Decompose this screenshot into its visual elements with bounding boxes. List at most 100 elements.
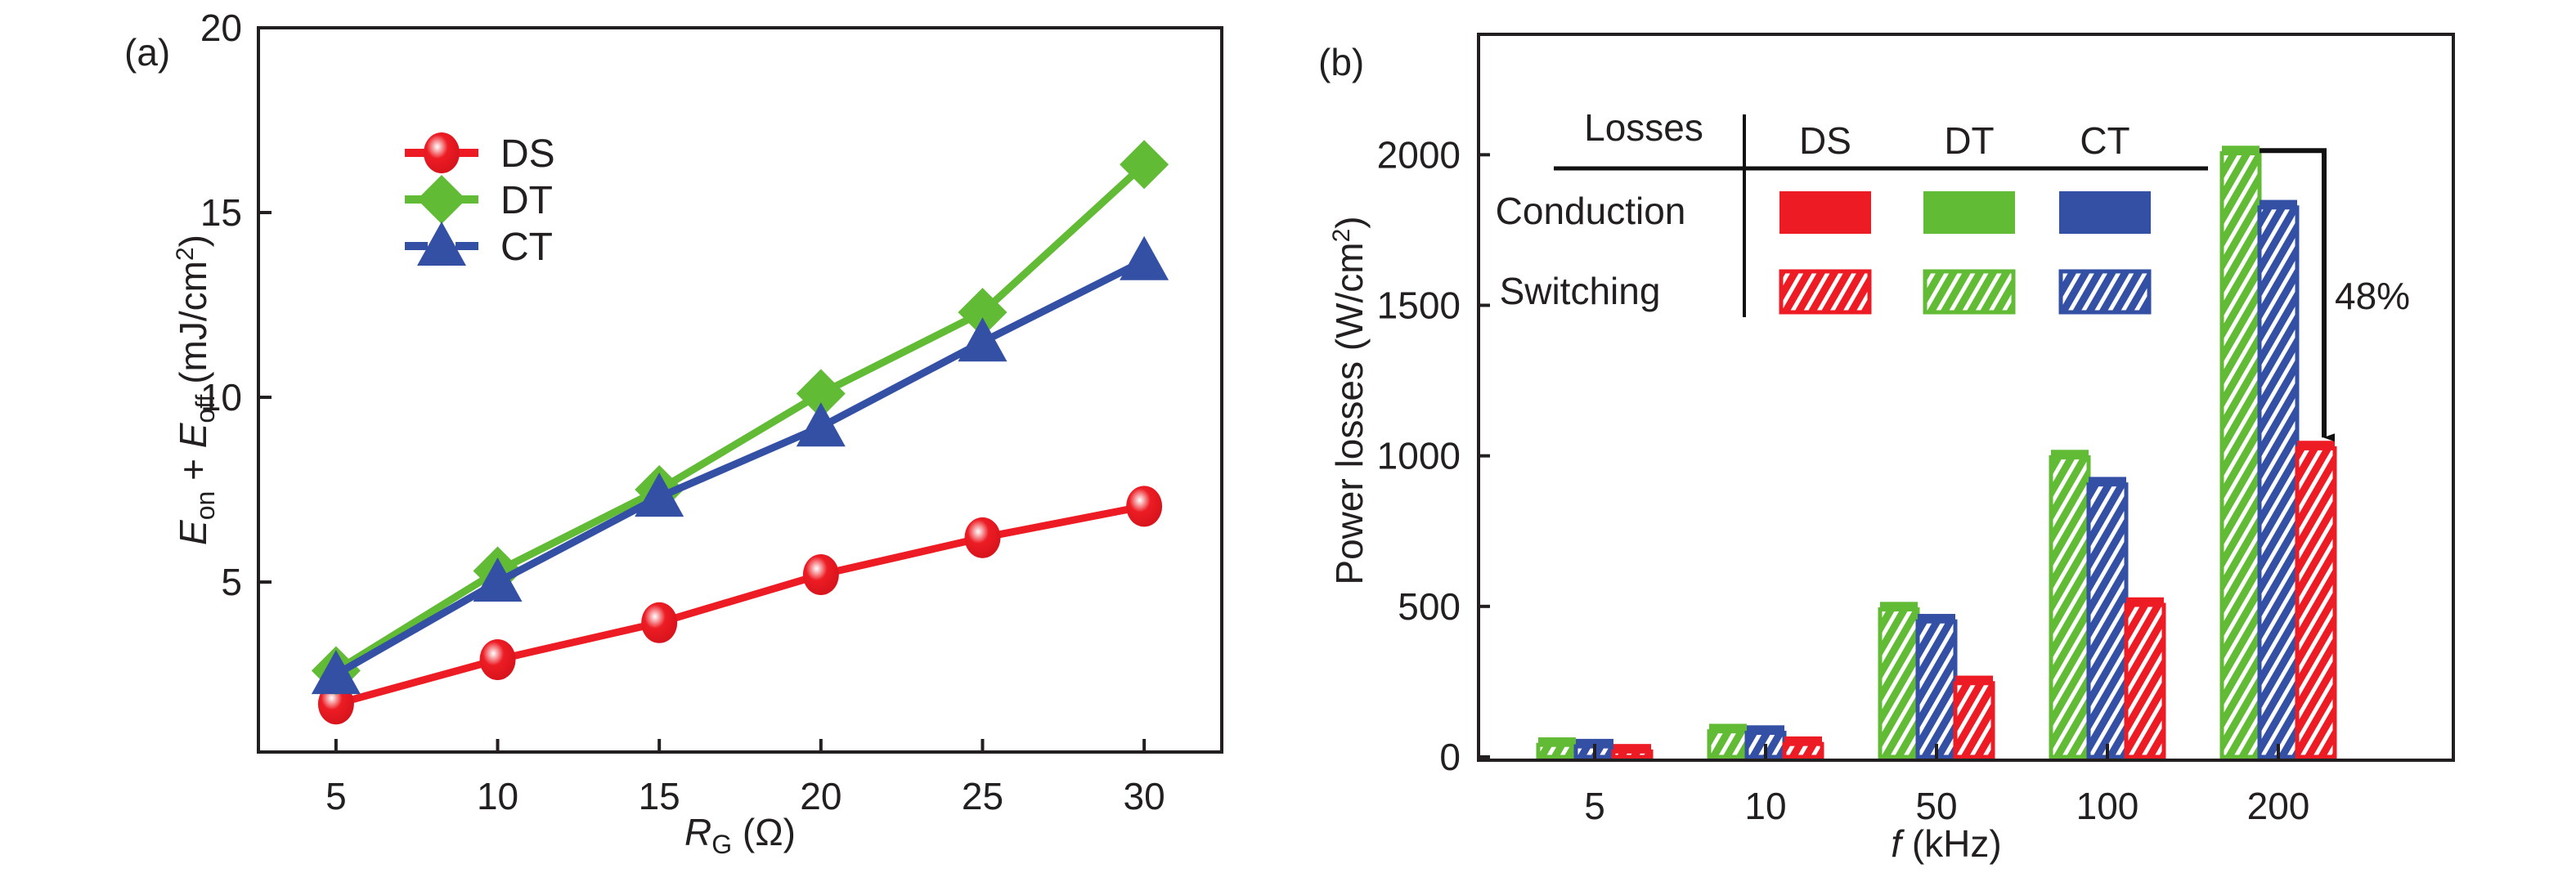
bar-group-50khz <box>1878 602 1995 759</box>
data-point-ds <box>641 602 678 643</box>
y-tick-label: 1500 <box>1377 284 1461 327</box>
x-tick-label: 100 <box>2076 785 2139 827</box>
bar-switching-dt <box>2219 150 2262 759</box>
bar-conduction-dt <box>2222 146 2260 154</box>
series-line-ct <box>334 257 1147 678</box>
ylabel-e-off: E <box>172 422 214 448</box>
data-point-ds <box>479 638 516 680</box>
data-point-dt <box>796 369 846 419</box>
data-point-ct <box>635 472 684 517</box>
bar-switching-ds <box>1611 749 1654 759</box>
panel-a-label: (a) <box>124 31 170 74</box>
panel-a-x-axis-label: RG (Ω) <box>684 811 796 859</box>
ylabel-plus: + <box>172 448 214 490</box>
panel-a-x-axis: 5 10 15 20 25 30 <box>325 739 1165 817</box>
data-point-ds <box>964 517 1001 558</box>
bar-switching-dt <box>1707 729 1749 759</box>
legend-swatch-switching-ct <box>2058 269 2152 315</box>
legend-swatches <box>1779 191 2152 315</box>
legend-swatch-conduction-dt <box>1923 191 2015 234</box>
panel-a-plot-frame <box>257 26 1223 754</box>
legend-label-ct: CT <box>500 226 553 269</box>
xlabel-unit: (kHz) <box>1901 822 2002 865</box>
legend-label-dt: DT <box>500 179 553 222</box>
reduction-arrow <box>2260 148 2335 442</box>
bar-conduction-ct <box>1747 725 1784 733</box>
legend-row-conduction: Conduction <box>1496 190 1686 232</box>
x-tick-label: 25 <box>962 775 1003 817</box>
series-line-dt <box>334 161 1147 674</box>
legend-swatch-switching-ds <box>1779 269 1872 315</box>
legend-table-header: Losses <box>1584 106 1703 149</box>
data-point-ct <box>473 557 523 602</box>
series-ct <box>311 235 1169 695</box>
legend-item-ds: DS <box>405 132 555 176</box>
panel-b-bar-chart: (b) 0 500 1000 1500 2000 5 10 50 100 200 Power l… <box>1318 33 2455 865</box>
legend-col-dt: DT <box>1944 119 1994 162</box>
bar-conduction-dt <box>2051 450 2089 458</box>
ylabel-unit: (mJ/cm <box>172 261 214 395</box>
ylabel-sup: 2 <box>1328 229 1355 243</box>
xlabel-unit: (Ω) <box>732 811 796 853</box>
data-point-dt <box>958 288 1008 338</box>
panel-b-bars <box>1536 146 2337 759</box>
legend-row-switching: Switching <box>1500 270 1661 312</box>
ylabel-close: ) <box>172 235 214 247</box>
legend-label-ds: DS <box>500 132 555 176</box>
panel-b-x-axis: 5 10 50 100 200 <box>1584 744 2309 827</box>
bar-switching-dt <box>1536 742 1578 759</box>
data-point-ds <box>1126 486 1163 527</box>
legend-swatch-switching-dt <box>1923 269 2016 315</box>
legend-col-ct: CT <box>2080 119 2129 162</box>
y-tick-label: 5 <box>221 561 242 603</box>
legend-marker-ct <box>417 222 466 266</box>
legend-item-dt: DT <box>405 175 553 224</box>
panel-b-y-axis: 0 500 1000 1500 2000 <box>1377 133 1490 778</box>
bar-conduction-ct <box>1576 738 1613 747</box>
panel-b-y-axis-label: Power losses (W/cm2) <box>1328 216 1371 584</box>
bar-switching-ct <box>2086 482 2129 759</box>
legend-item-ct: CT <box>405 222 553 269</box>
data-point-ct <box>1120 235 1169 280</box>
legend-swatch-conduction-ds <box>1779 191 1871 234</box>
bar-group-5khz <box>1536 737 1654 759</box>
bar-group-10khz <box>1707 723 1824 759</box>
bar-switching-ct <box>1915 619 1958 759</box>
bar-switching-ds <box>2124 602 2166 759</box>
bar-conduction-ds <box>1613 744 1651 752</box>
panel-b-label: (b) <box>1318 41 1364 83</box>
panel-a-series <box>311 140 1169 725</box>
bar-switching-dt <box>2049 455 2091 759</box>
bar-conduction-ct <box>2260 199 2297 208</box>
bar-switching-ds <box>1953 681 1995 759</box>
x-tick-label: 200 <box>2247 785 2310 827</box>
panel-a-line-chart: (a) 5 10 15 20 5 10 15 20 25 30 Eon + Eoff (mJ/c… <box>124 7 1223 859</box>
bar-conduction-ds <box>2126 597 2164 605</box>
data-point-ct <box>796 402 846 447</box>
reduction-percent-label: 48% <box>2335 275 2410 317</box>
x-tick-label: 5 <box>1584 785 1605 827</box>
bar-conduction-dt <box>1880 602 1918 610</box>
bar-conduction-ds <box>1784 736 1822 745</box>
x-tick-label: 10 <box>1744 785 1786 827</box>
bar-conduction-dt <box>1538 737 1576 745</box>
y-tick-label: 15 <box>200 191 242 234</box>
ylabel-main: Power losses (W/cm <box>1328 242 1371 584</box>
legend-marker-dt <box>417 175 466 224</box>
y-tick-label: 20 <box>200 7 242 49</box>
bar-switching-ct <box>2257 205 2300 759</box>
bar-switching-dt <box>1878 607 1920 759</box>
bar-conduction-dt <box>1709 723 1747 732</box>
legend-marker-ds <box>424 132 460 173</box>
x-tick-label: 30 <box>1124 775 1165 817</box>
ylabel-sub-off: off <box>191 394 220 423</box>
bar-switching-ds <box>1782 741 1824 759</box>
y-tick-label: 0 <box>1439 736 1461 778</box>
bar-conduction-ct <box>2089 477 2126 485</box>
series-line-ds <box>334 502 1145 708</box>
x-tick-label: 15 <box>639 775 680 817</box>
x-tick-label: 20 <box>800 775 841 817</box>
y-tick-label: 500 <box>1398 585 1461 628</box>
